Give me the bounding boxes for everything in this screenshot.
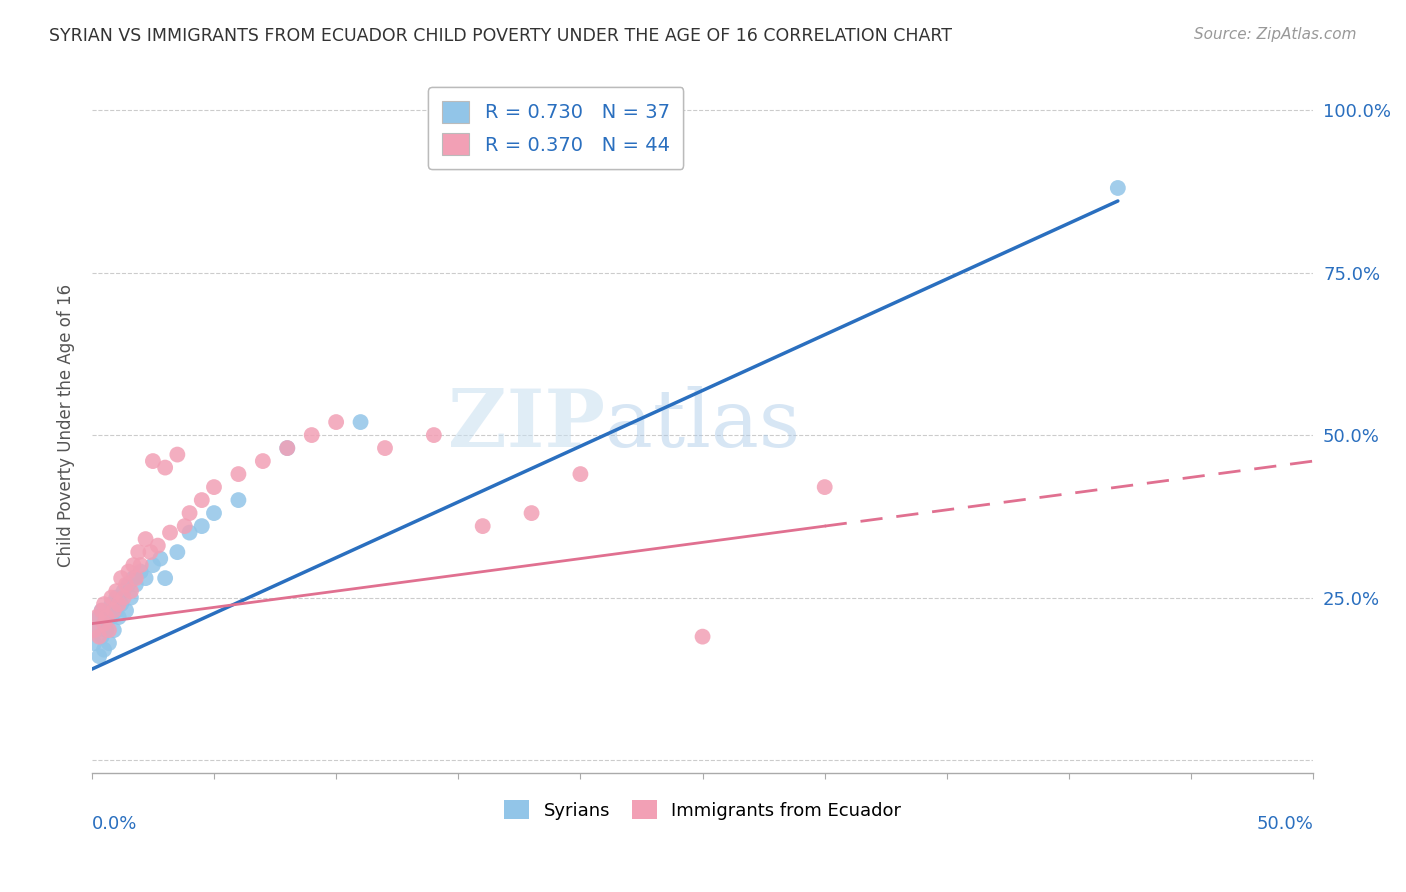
Point (89, 649, 111, 664)
Point (301, 428, 323, 442)
Point (112, 591, 135, 605)
Point (122, 571, 145, 585)
Text: Source: ZipAtlas.com: Source: ZipAtlas.com (1194, 27, 1357, 42)
Point (153, 571, 176, 585)
Point (96, 610, 118, 624)
Point (135, 571, 157, 585)
Point (149, 551, 172, 566)
Point (349, 415, 371, 429)
Point (146, 539, 169, 553)
Point (135, 532, 157, 546)
Point (117, 565, 139, 579)
Point (191, 519, 214, 533)
Point (179, 525, 201, 540)
Point (86, 610, 108, 624)
Text: ZIP: ZIP (449, 386, 605, 465)
Point (96, 623, 118, 637)
Point (103, 623, 125, 637)
Point (89, 630, 111, 644)
Point (115, 577, 138, 591)
Point (166, 448, 188, 462)
Point (105, 591, 128, 605)
Point (276, 441, 298, 455)
Point (179, 506, 201, 520)
Point (105, 584, 128, 599)
Point (127, 545, 149, 559)
Point (93, 642, 115, 657)
Point (228, 467, 250, 481)
Point (374, 441, 396, 455)
Point (692, 630, 714, 644)
Point (569, 467, 592, 481)
Point (90, 604, 112, 618)
Point (93, 616, 115, 631)
Legend: R = 0.730   N = 37, R = 0.370   N = 44: R = 0.730 N = 37, R = 0.370 N = 44 (429, 87, 683, 169)
Point (100, 610, 122, 624)
Point (110, 571, 132, 585)
Point (93, 616, 115, 631)
Point (142, 454, 165, 468)
Point (100, 591, 122, 605)
Point (117, 577, 139, 591)
Point (423, 428, 446, 442)
Point (93, 597, 115, 611)
Point (107, 610, 129, 624)
Text: 50.0%: 50.0% (1257, 815, 1313, 833)
Text: SYRIAN VS IMMIGRANTS FROM ECUADOR CHILD POVERTY UNDER THE AGE OF 16 CORRELATION : SYRIAN VS IMMIGRANTS FROM ECUADOR CHILD … (49, 27, 952, 45)
Point (814, 480, 837, 494)
Point (97, 623, 120, 637)
Point (252, 454, 274, 468)
Point (112, 584, 135, 599)
Point (122, 558, 145, 573)
Point (90, 630, 112, 644)
Point (129, 565, 152, 579)
Point (100, 597, 122, 611)
Point (83, 636, 105, 650)
Point (120, 591, 142, 605)
Point (110, 597, 132, 611)
Point (153, 460, 176, 475)
Point (120, 584, 142, 599)
Text: 0.0%: 0.0% (91, 815, 138, 833)
Point (83, 623, 105, 637)
Point (105, 604, 128, 618)
Point (173, 519, 195, 533)
Point (191, 493, 214, 508)
Point (139, 545, 162, 559)
Point (89, 610, 111, 624)
Text: atlas: atlas (605, 386, 800, 465)
Point (129, 558, 152, 573)
Point (97, 610, 120, 624)
Point (202, 480, 225, 494)
Point (202, 506, 225, 520)
Point (142, 558, 165, 573)
Y-axis label: Child Poverty Under the Age of 16: Child Poverty Under the Age of 16 (58, 284, 75, 567)
Point (276, 441, 298, 455)
Point (159, 525, 181, 540)
Point (90, 604, 112, 618)
Point (166, 545, 188, 559)
Point (107, 597, 129, 611)
Point (125, 571, 148, 585)
Point (325, 415, 347, 429)
Point (115, 604, 138, 618)
Point (228, 493, 250, 508)
Point (1107, 181, 1129, 195)
Point (103, 604, 125, 618)
Point (520, 506, 543, 520)
Point (471, 519, 494, 533)
Point (125, 577, 148, 591)
Point (97, 636, 120, 650)
Point (86, 623, 108, 637)
